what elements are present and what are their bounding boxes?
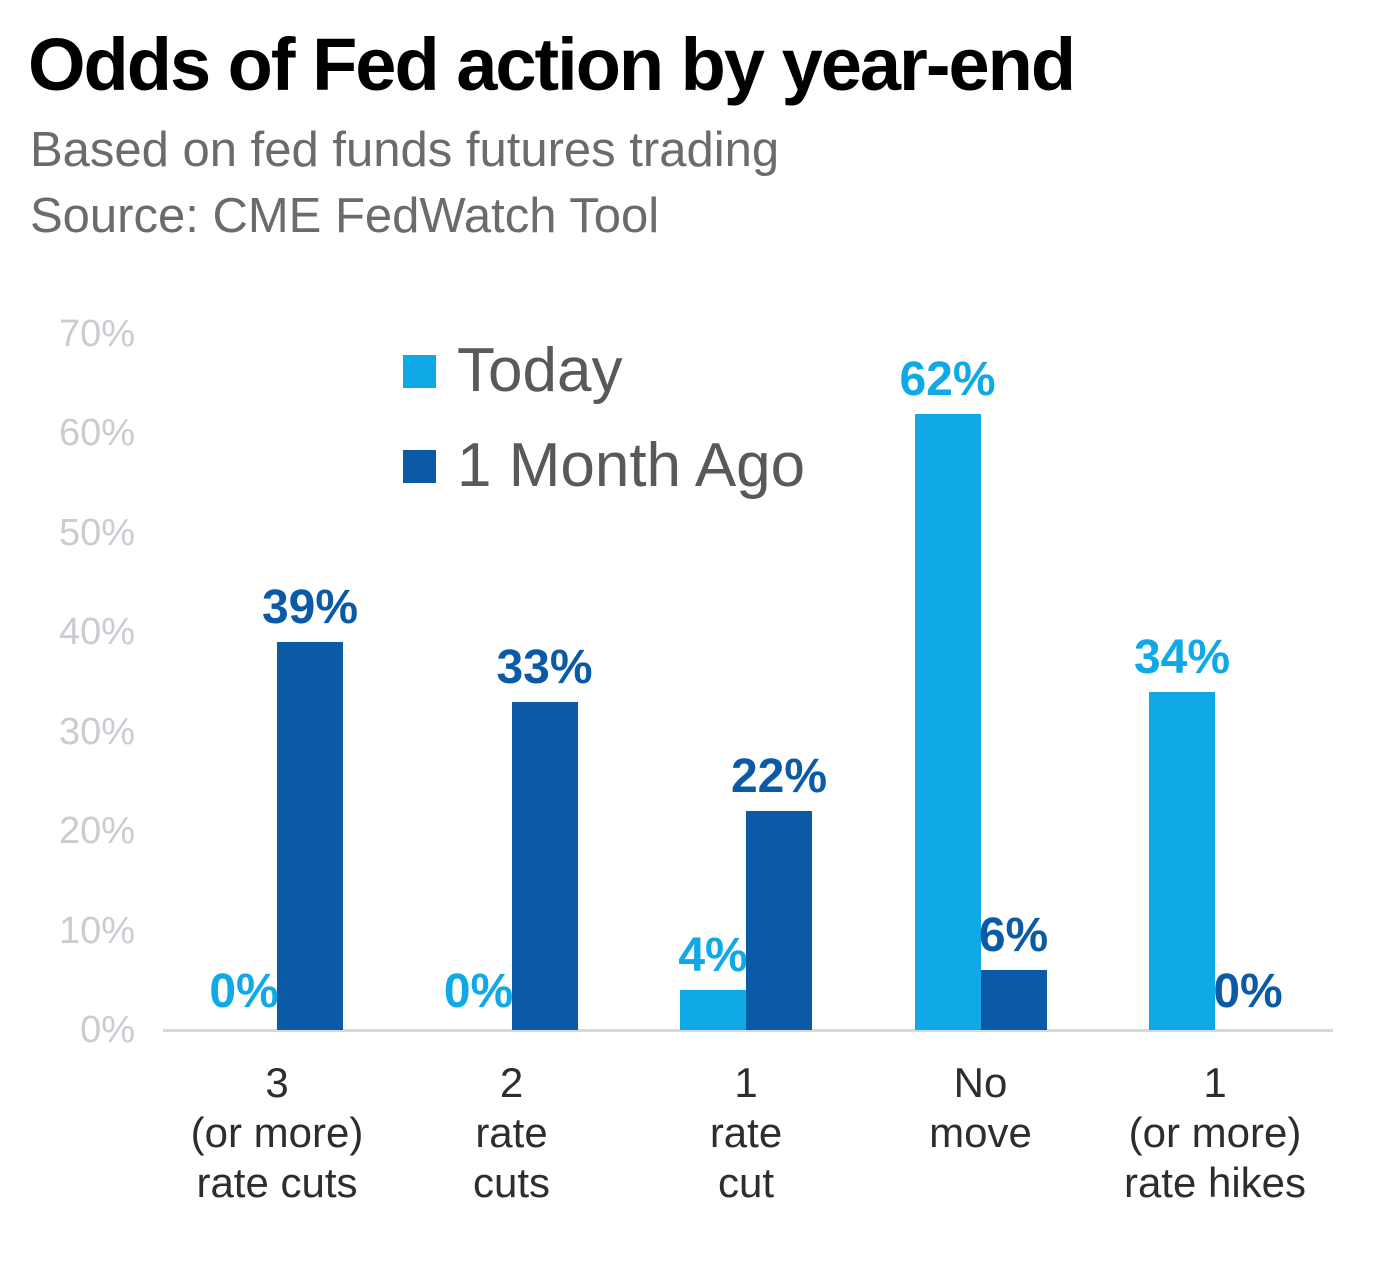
value-label-month-ago: 6% bbox=[978, 909, 1049, 963]
chart-source: Source: CME FedWatch Tool bbox=[30, 189, 660, 243]
x-axis-category-label: 1 (or more) rate hikes bbox=[1123, 1059, 1307, 1206]
x-axis-category-label: 1 rate cut bbox=[709, 1059, 783, 1206]
value-label-today: 34% bbox=[1133, 630, 1231, 684]
legend-label-today: Today bbox=[457, 336, 623, 405]
y-axis-tick-label: 40% bbox=[58, 611, 135, 654]
y-axis-tick-label: 10% bbox=[58, 909, 135, 952]
value-label-month-ago: 0% bbox=[1213, 965, 1283, 1018]
y-axis-tick-label: 70% bbox=[58, 312, 135, 355]
x-axis-category-label: 2 rate cuts bbox=[472, 1059, 551, 1206]
x-axis-line bbox=[163, 1029, 1333, 1032]
legend-swatch-month-ago-icon bbox=[403, 449, 436, 483]
value-label-month-ago: 33% bbox=[496, 640, 593, 694]
x-axis-category-label: No move bbox=[929, 1059, 1032, 1156]
value-label-today: 0% bbox=[443, 965, 514, 1018]
y-axis-tick-label: 0% bbox=[80, 1009, 135, 1051]
y-axis-tick-label: 20% bbox=[58, 810, 135, 853]
y-axis-tick-label: 50% bbox=[58, 511, 135, 554]
bar-today bbox=[914, 413, 981, 1030]
value-label-today: 4% bbox=[678, 929, 748, 983]
bar-today bbox=[680, 990, 746, 1030]
chart-subtitle: Based on fed funds futures trading bbox=[30, 123, 780, 177]
bar-month-ago bbox=[980, 970, 1047, 1030]
legend-label-month-ago: 1 Month Ago bbox=[457, 431, 806, 500]
bar-month-ago bbox=[511, 701, 578, 1030]
value-label-month-ago: 22% bbox=[730, 750, 828, 804]
y-axis-tick-label: 30% bbox=[58, 710, 135, 753]
legend-item-today: Today bbox=[403, 340, 805, 402]
legend-item-month-ago: 1 Month Ago bbox=[403, 435, 805, 497]
bar-month-ago bbox=[746, 811, 812, 1030]
bar-today bbox=[1149, 691, 1215, 1030]
legend-swatch-today-icon bbox=[403, 354, 436, 388]
chart-title: Odds of Fed action by year-end bbox=[28, 23, 1076, 106]
value-label-month-ago: 39% bbox=[261, 581, 359, 635]
y-axis-tick-label: 60% bbox=[58, 412, 135, 455]
legend: Today 1 Month Ago bbox=[403, 340, 805, 497]
value-label-today: 0% bbox=[209, 965, 279, 1018]
x-axis-category-label: 3 (or more) rate cuts bbox=[190, 1059, 364, 1206]
bar-month-ago bbox=[277, 642, 343, 1030]
value-label-today: 62% bbox=[899, 352, 996, 406]
